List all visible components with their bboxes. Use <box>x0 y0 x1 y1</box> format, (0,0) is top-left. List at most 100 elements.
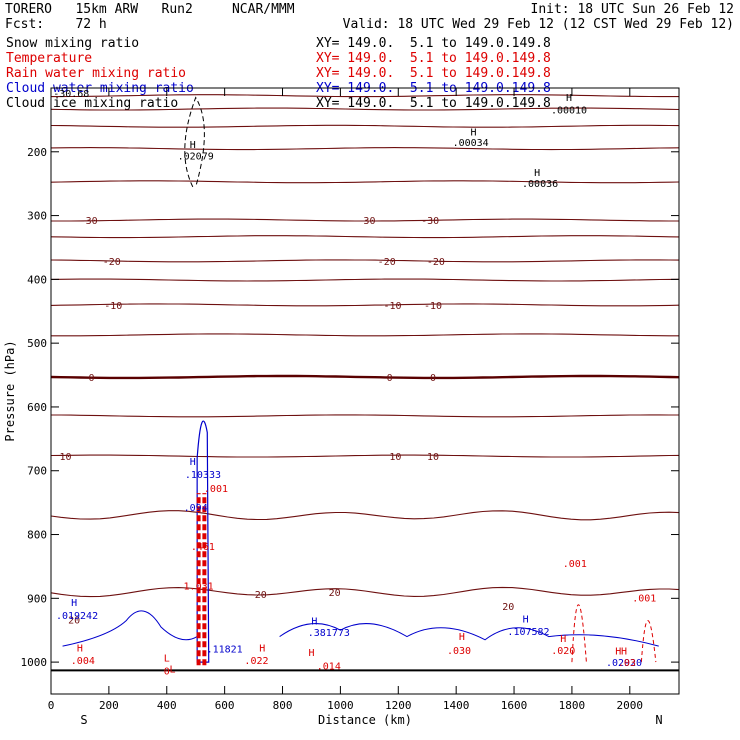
ytick-label-400: 400 <box>27 273 47 286</box>
contour-label-10: 0 <box>387 373 393 384</box>
xtick-label-1400: 1400 <box>443 699 470 712</box>
isotherm--55 <box>51 94 679 98</box>
max-label-19: .001 <box>632 594 656 605</box>
max-label-7: .461 <box>191 542 215 553</box>
high-marker-8: H <box>311 617 317 628</box>
contour-label-16: 20 <box>329 588 341 599</box>
y-axis-title: Pressure (hPa) <box>3 340 17 441</box>
field-name-rain: Rain water mixing ratio <box>6 66 187 81</box>
contour-label-14: 10 <box>427 452 439 463</box>
rain-water-north-1 <box>571 604 587 663</box>
contour-label-1: -30 <box>357 216 375 227</box>
isotherm-10 <box>50 454 680 458</box>
contour-label-0: -30 <box>80 216 98 227</box>
high-marker-10: H <box>459 632 465 643</box>
forecast-hour: Fcst: 72 h <box>5 17 107 32</box>
max-label-10: .004 <box>71 656 95 667</box>
isotherm-15 <box>50 510 680 521</box>
isotherm--10 <box>50 303 680 307</box>
ytick-label-300: 300 <box>27 210 47 223</box>
xtick-label-1000: 1000 <box>327 699 354 712</box>
field-range-cloud-ice: XY= 149.0. 5.1 to 149.0.149.8 <box>316 96 551 111</box>
contour-label-5: -20 <box>427 257 445 268</box>
max-label-13: .381773 <box>308 628 350 639</box>
isotherm--35 <box>50 180 680 184</box>
max-label-9: .019242 <box>56 611 98 622</box>
high-marker-12: H <box>560 634 566 645</box>
isotherm--40 <box>50 147 680 151</box>
xtick-label-400: 400 <box>157 699 177 712</box>
isotherm-5 <box>51 414 679 418</box>
contour-label-13: 10 <box>389 452 401 463</box>
field-name-snow: Snow mixing ratio <box>6 36 140 51</box>
max-label-2: .00036 <box>522 179 558 190</box>
rain-water-column <box>196 493 207 666</box>
low-marker-0: L <box>164 654 170 665</box>
high-marker-11: H <box>523 615 529 626</box>
high-marker-7: H <box>259 643 265 654</box>
max-label-20: .02920 <box>606 658 642 669</box>
high-marker-0: H <box>190 140 196 151</box>
contour-label-7: -10 <box>383 301 401 312</box>
max-label-12: .022 <box>244 656 268 667</box>
contour-label-3: -20 <box>103 257 121 268</box>
max-label-11: .11821 <box>207 645 243 656</box>
isotherm-0 <box>50 374 680 380</box>
ytick-label-500: 500 <box>27 337 47 350</box>
xtick-label-0: 0 <box>48 699 55 712</box>
ytick-label-200: 200 <box>27 146 47 159</box>
max-label-16: .107582 <box>507 627 549 638</box>
ytick-label-600: 600 <box>27 401 47 414</box>
isotherm--45 <box>50 124 680 128</box>
isotherm--30 <box>51 218 679 222</box>
max-label-6: .001 <box>204 484 228 495</box>
contour-label-8: -10 <box>424 301 442 312</box>
max-label-15: .030 <box>447 646 471 657</box>
xtick-label-1600: 1600 <box>501 699 528 712</box>
field-range-snow: XY= 149.0. 5.1 to 149.0.149.8 <box>316 36 551 51</box>
isotherm--20 <box>50 259 680 263</box>
south-label: S <box>80 713 87 727</box>
x-axis-title: Distance (km) <box>318 713 412 727</box>
high-marker-3: H <box>566 93 572 104</box>
max-label-17: .020 <box>551 646 575 657</box>
plot-frame <box>50 87 680 695</box>
field-range-temperature: XY= 149.0. 5.1 to 149.0.149.8 <box>316 51 551 66</box>
low-marker-1: L <box>170 664 176 675</box>
high-marker-6: H <box>77 643 83 654</box>
high-marker-5: H <box>71 598 77 609</box>
contour-label-12: 10 <box>59 452 71 463</box>
contour-label-9: 0 <box>89 373 95 384</box>
rain-water-north-2 <box>640 620 657 663</box>
xtick-label-1200: 1200 <box>385 699 412 712</box>
contour-label-2: -30 <box>421 216 439 227</box>
high-marker-1: H <box>471 127 477 138</box>
field-name-cloud-ice: Cloud ice mixing ratio <box>6 96 179 111</box>
init-time: Init: 18 UTC Sun 26 Feb 12 <box>530 2 735 17</box>
valid-time: Valid: 18 UTC Wed 29 Feb 12 (12 CST Wed … <box>342 17 734 32</box>
contour-label-17: 20 <box>502 602 514 613</box>
ytick-label-800: 800 <box>27 529 47 542</box>
max-label-0: .02079 <box>178 152 214 163</box>
max-label-14: .014 <box>317 661 341 672</box>
isotherm--25 <box>50 235 680 239</box>
isotherm--15 <box>50 278 680 282</box>
isotherm--50 <box>50 107 680 111</box>
high-marker-4: H <box>190 457 196 468</box>
extra-label-1: 0 <box>164 666 170 677</box>
field-range-rain: XY= 149.0. 5.1 to 149.0.149.8 <box>316 66 551 81</box>
xtick-label-1800: 1800 <box>559 699 586 712</box>
isotherm--5 <box>51 333 679 337</box>
xtick-label-800: 800 <box>273 699 293 712</box>
ytick-label-700: 700 <box>27 465 47 478</box>
xtick-label-600: 600 <box>215 699 235 712</box>
max-label-18: .001 <box>563 559 587 570</box>
contour-label-15: 20 <box>255 590 267 601</box>
north-label: N <box>655 713 662 727</box>
snow-contour <box>184 96 205 188</box>
field-name-temperature: Temperature <box>6 51 93 66</box>
xtick-label-2000: 2000 <box>617 699 644 712</box>
ytick-label-900: 900 <box>27 592 47 605</box>
high-marker-9: H <box>308 648 314 659</box>
